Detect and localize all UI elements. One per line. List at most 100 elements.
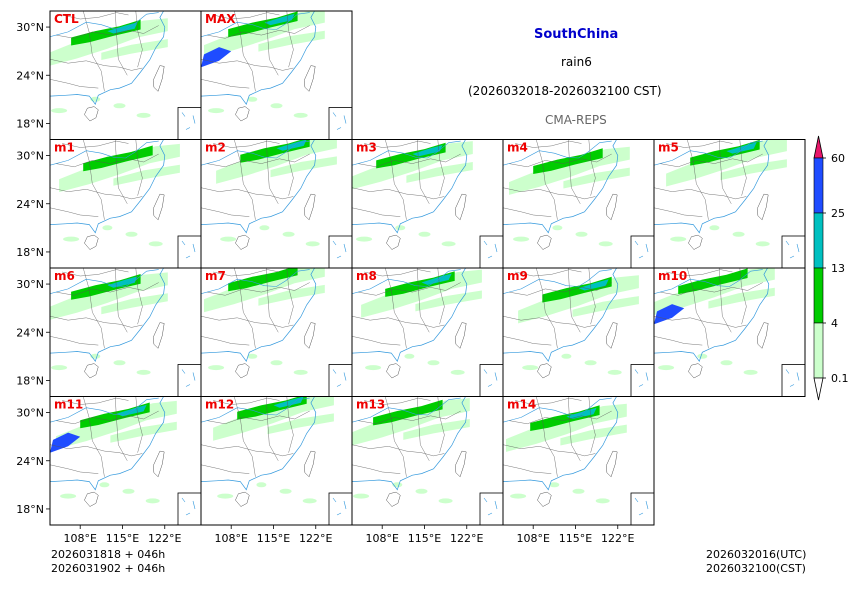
taiwan-outline <box>757 193 769 221</box>
panel-ctl: CTL <box>49 10 202 140</box>
rain-light-area <box>59 143 180 193</box>
province-border <box>115 139 128 204</box>
rain-patch <box>522 365 539 371</box>
rain-patch <box>438 498 453 504</box>
coastline <box>654 139 770 234</box>
taiwan-outline <box>455 193 467 221</box>
y-tick-label: 18°N <box>16 374 44 387</box>
rain-moderate-area <box>678 268 748 295</box>
rain-patch <box>450 369 465 375</box>
province-border <box>83 11 105 92</box>
taiwan-outline <box>606 450 618 478</box>
rain-storm-area <box>50 432 81 453</box>
coastline <box>654 268 770 362</box>
province-border <box>536 139 558 220</box>
rain-patch <box>598 241 613 247</box>
rain-light-area-east <box>415 290 482 312</box>
coastline <box>352 396 468 491</box>
rain-light-area <box>50 272 168 320</box>
rain-patch <box>270 360 283 366</box>
panel-label: m4 <box>507 141 528 155</box>
panel-m11: m11 <box>49 396 202 526</box>
inset-islands <box>181 369 196 387</box>
colorbar-segment <box>813 212 824 269</box>
rain-patch <box>259 225 270 231</box>
x-tick-label: 115°E <box>257 532 290 545</box>
province-border <box>115 396 128 461</box>
province-border <box>201 187 294 200</box>
sea-inset <box>328 492 353 526</box>
hainan-outline <box>84 234 99 250</box>
province-border <box>201 464 250 474</box>
region-title: SouthChina <box>534 27 619 42</box>
taiwan-outline <box>153 322 165 349</box>
rain-heavy-area <box>273 396 304 408</box>
panel-m4: m4 <box>502 139 655 269</box>
province-border <box>234 139 256 220</box>
rain-patch <box>208 365 225 371</box>
rain-heavy-area <box>578 279 609 291</box>
sea-inset <box>177 492 202 526</box>
rain-light-area <box>204 268 325 313</box>
taiwan-outline <box>153 450 165 478</box>
rain-patch <box>63 236 80 242</box>
panel-label: m6 <box>54 269 75 283</box>
province-border <box>385 139 407 220</box>
rain-patch <box>732 231 745 237</box>
panel-m12: m12 <box>200 396 353 526</box>
province-border <box>234 268 256 349</box>
province-border <box>515 269 582 277</box>
rain-heavy-area <box>107 22 138 34</box>
province-border <box>206 282 310 296</box>
panel-label: MAX <box>205 12 236 26</box>
coastline <box>352 268 468 362</box>
y-tick-label: 18°N <box>16 246 44 259</box>
rain-light-area <box>361 269 482 318</box>
province-border <box>62 140 129 148</box>
province-border <box>568 396 581 461</box>
province-border <box>503 187 596 200</box>
rain-patch <box>607 369 622 375</box>
province-border <box>508 153 612 168</box>
panel-label: m12 <box>205 398 234 412</box>
province-border <box>357 282 461 296</box>
x-tick-label: 108°E <box>63 532 96 545</box>
province-border <box>352 464 401 474</box>
y-tick-label: 18°N <box>16 117 44 130</box>
province-border <box>135 268 143 325</box>
coastline <box>201 396 317 491</box>
inset-islands <box>634 240 649 259</box>
rain-patch <box>305 241 320 247</box>
province-border <box>364 397 431 405</box>
province-border <box>568 268 581 333</box>
province-border <box>357 153 461 168</box>
province-border <box>654 187 747 200</box>
inset-islands <box>785 240 800 259</box>
hainan-outline <box>537 363 552 379</box>
province-border <box>201 207 250 217</box>
taiwan-outline <box>304 193 316 221</box>
rain-patch <box>302 498 317 504</box>
inset-islands <box>332 240 347 259</box>
province-border <box>503 316 596 328</box>
coastline <box>201 139 317 234</box>
province-border <box>135 396 143 453</box>
province-border <box>201 444 294 457</box>
x-tick-label: 122°E <box>450 532 483 545</box>
rain-patch <box>572 488 585 494</box>
rain-patch <box>513 236 530 242</box>
river <box>654 269 763 294</box>
province-border <box>508 410 612 425</box>
rain-heavy-area <box>116 404 147 417</box>
province-border <box>206 25 310 39</box>
river <box>50 12 159 37</box>
rain-patch <box>510 493 527 499</box>
province-border <box>135 139 143 196</box>
province-border <box>62 397 129 405</box>
inset-islands <box>785 369 800 387</box>
rain-patch <box>743 369 758 375</box>
rain-light-area-east <box>563 167 630 189</box>
coastline <box>50 268 166 362</box>
river <box>503 140 612 166</box>
province-border <box>719 139 732 204</box>
